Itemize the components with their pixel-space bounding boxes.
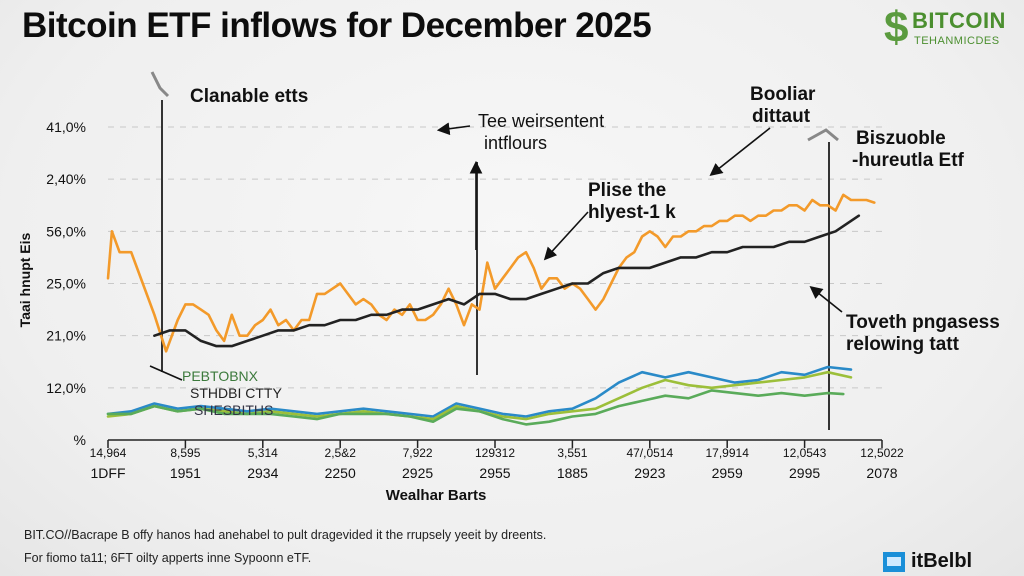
y-tick-label: 2,40% xyxy=(46,171,86,187)
x-tick-label-top: 3,551 xyxy=(557,446,587,460)
x-tick-label-top: 7,922 xyxy=(403,446,433,460)
annotation-biszuoble-line1: Biszuoble xyxy=(856,128,946,149)
y-tick-label: % xyxy=(74,432,86,448)
x-tick-label-top: 14,964 xyxy=(90,446,127,460)
annotation-booliar-line1: Booliar xyxy=(750,84,816,105)
brand-badge: itBelbl xyxy=(883,550,972,573)
x-axis-label: Wealhar Barts xyxy=(386,487,487,504)
x-tick-label-bottom: 2955 xyxy=(479,465,510,481)
y-tick-label: 21,0% xyxy=(46,328,86,344)
annotation-plise-line2: hlyest-1 k xyxy=(588,202,676,223)
annotation-plise-line1: Plise the xyxy=(588,180,667,201)
arrow-booliar xyxy=(709,127,771,176)
footer-line-1: BIT.CO//Bacrape B offy hanos had anehabe… xyxy=(24,528,547,542)
pointer-right-icon xyxy=(807,128,839,142)
leader-line-overlay xyxy=(149,365,183,381)
annotation-clanable: Clanable etts xyxy=(190,86,309,107)
y-axis-ticks: 41,0% 2,40% 56,0% 25,0% 21,0% 12,0%% xyxy=(46,119,86,448)
x-tick-label-top: 47/,0514 xyxy=(626,446,673,460)
y-tick-label: 12,0% xyxy=(46,380,86,396)
annotation-biszuoble-line2: -hureutla Etf xyxy=(852,150,964,171)
x-tick-label-bottom: 1DFF xyxy=(91,465,126,481)
screen-icon xyxy=(883,551,905,572)
annotation-toveth-line2: relowing tatt xyxy=(846,334,959,355)
footer-line-2: For fiomo ta11; 6FT oilty apperts inne S… xyxy=(24,551,312,565)
x-tick-label-bottom: 2250 xyxy=(325,465,356,481)
x-tick-label-bottom: 2925 xyxy=(402,465,433,481)
y-axis-label: Taai hnupt Eis xyxy=(17,232,33,327)
logo-brand: BITCOIN xyxy=(912,8,1006,33)
x-tick-label-top: 5,314 xyxy=(248,446,278,460)
y-tick-label: 56,0% xyxy=(46,223,86,239)
x-tick-label-bottom: 2923 xyxy=(634,465,665,481)
arrow-weirsentent xyxy=(436,122,471,136)
annotation-toveth-line1: Toveth pngasess xyxy=(846,312,1000,333)
logo-tagline: TEHANMICDES xyxy=(914,35,1000,47)
series-line-black xyxy=(153,214,861,348)
overlay-label-2: STHDBI CTTY xyxy=(190,385,282,401)
annotation-vertical-lines xyxy=(161,100,830,430)
x-tick-label-bottom: 2959 xyxy=(712,465,743,481)
x-tick-label-bottom: 2078 xyxy=(866,465,897,481)
x-tick-label-top: 12,5022 xyxy=(860,446,904,460)
dollar-sign-icon: $ xyxy=(884,3,909,52)
bitcoin-logo: $ BITCOIN TEHANMICDES xyxy=(884,4,1024,54)
arrow-plise xyxy=(543,211,589,261)
x-tick-label-bottom: 1885 xyxy=(557,465,588,481)
annotation-booliar-line2: dittaut xyxy=(752,106,811,127)
overlay-label-1: PEBTOBNX xyxy=(182,368,258,384)
pointer-left-icon xyxy=(150,71,170,98)
x-tick-label-bottom: 1951 xyxy=(170,465,201,481)
x-tick-label-top: 12,0543 xyxy=(783,446,827,460)
x-axis-ticks: 14,964 1DFF 8,595 1951 5,314 2934 2,5&2 2250 7,9… xyxy=(90,440,904,481)
x-tick-label-bottom: 2995 xyxy=(789,465,820,481)
chart-title: Bitcoin ETF inflows for December 2025 xyxy=(22,6,652,45)
x-tick-label-top: 8,595 xyxy=(170,446,200,460)
annotation-arrows xyxy=(149,71,843,381)
annotation-weirsentent-line2: intflours xyxy=(484,133,548,153)
annotation-weirsentent-line1: Tee weirsentent xyxy=(478,111,605,131)
series-line-blue xyxy=(106,365,853,418)
series-lines xyxy=(106,193,876,426)
series-line-green xyxy=(106,389,845,426)
series-line-orange xyxy=(106,193,876,353)
x-tick-label-top: 2,5&2 xyxy=(325,446,357,460)
badge-text: itBelbl xyxy=(911,550,973,572)
x-tick-label-top: 17,9914 xyxy=(706,446,750,460)
arrow-toveth xyxy=(809,286,843,313)
y-tick-label: 25,0% xyxy=(46,276,86,292)
overlay-label-3: SHESBITHS xyxy=(194,402,274,418)
x-tick-label-bottom: 2934 xyxy=(247,465,278,481)
x-tick-label-top: 129312 xyxy=(475,446,515,460)
y-tick-label: 41,0% xyxy=(46,119,86,135)
grid-lines xyxy=(108,126,882,389)
